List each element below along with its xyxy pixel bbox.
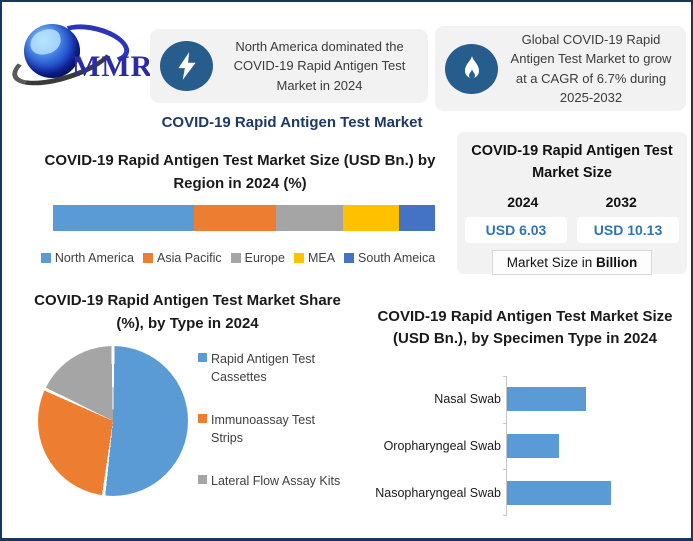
region-chart-title: COVID-19 Rapid Antigen Test Market Size …	[44, 152, 436, 193]
region-stacked-bar	[53, 205, 435, 231]
specimen-row-0: Nasal Swab	[342, 376, 672, 423]
region-segment-4	[398, 205, 435, 231]
legend-marker-icon	[344, 253, 355, 263]
note-prefix: Market Size in	[506, 254, 597, 270]
callout-north-america-text: North America dominated the COVID-19 Rap…	[233, 38, 406, 93]
region-segment-1	[194, 205, 277, 231]
note-bold: Billion	[596, 254, 638, 270]
specimen-track	[503, 422, 672, 470]
market-size-values: USD 6.03 USD 10.13	[465, 216, 679, 243]
region-legend-label: South Ameica	[358, 251, 436, 265]
market-size-years: 2024 2032	[474, 194, 671, 210]
market-size-panel: COVID-19 Rapid Antigen Test Market Size …	[457, 132, 687, 275]
legend-marker-icon	[230, 253, 241, 263]
flame-icon	[445, 43, 498, 94]
callout-cagr: Global COVID-19 Rapid Antigen Test Marke…	[435, 26, 686, 111]
region-segment-2	[276, 205, 344, 231]
logo-text: MMR	[72, 50, 154, 83]
region-legend: North America Asia Pacific Europe MEA South …	[32, 251, 444, 265]
callout-north-america: North America dominated the COVID-19 Rap…	[150, 29, 428, 103]
value-2024: USD 6.03	[465, 216, 567, 243]
pie-legend-item-2: Lateral Flow Assay Kits	[198, 472, 348, 490]
legend-marker-icon	[143, 253, 154, 263]
type-pie-legend: Rapid Antigen Test Cassettes Immunoassay …	[198, 350, 348, 490]
region-legend-item-4: South Ameica	[344, 251, 435, 265]
globe-icon	[24, 24, 80, 78]
legend-marker-icon	[198, 353, 207, 362]
specimen-label: Oropharyngeal Swab	[383, 439, 501, 453]
type-pie-wrap	[38, 346, 188, 498]
specimen-track	[503, 376, 672, 423]
legend-marker-icon	[198, 413, 207, 423]
region-segment-0	[53, 205, 195, 231]
specimen-bar	[507, 387, 586, 412]
specimen-label: Nasopharyngeal Swab	[375, 485, 501, 500]
region-legend-item-0: North America	[40, 251, 135, 265]
pie-legend-label: Lateral Flow Assay Kits	[211, 473, 341, 488]
pie-legend-item-1: Immunoassay Test Strips	[198, 411, 348, 447]
market-size-note: Market Size in Billion	[491, 249, 653, 275]
market-size-title: COVID-19 Rapid Antigen Test Market Size	[471, 143, 673, 181]
legend-marker-icon	[198, 474, 207, 484]
region-legend-label: Asia Pacific	[157, 251, 222, 265]
region-segment-3	[343, 205, 399, 231]
legend-marker-icon	[40, 253, 51, 263]
mmr-logo: MMR	[6, 17, 152, 96]
region-legend-label: North America	[54, 251, 135, 265]
specimen-bar	[507, 480, 611, 505]
region-legend-label: Europe	[244, 251, 285, 265]
pie-legend-label: Rapid Antigen Test Cassettes	[211, 352, 316, 385]
page-title: COVID-19 Rapid Antigen Test Market	[161, 114, 423, 131]
value-2032: USD 10.13	[577, 216, 679, 243]
lightning-icon	[160, 41, 213, 91]
specimen-chart-title: COVID-19 Rapid Antigen Test Market Size …	[377, 308, 673, 347]
region-legend-item-3: MEA	[293, 251, 336, 265]
year-start: 2024	[507, 193, 539, 210]
region-legend-label: MEA	[307, 251, 336, 265]
pie-legend-item-0: Rapid Antigen Test Cassettes	[198, 350, 348, 386]
type-pie-chart	[38, 346, 188, 496]
specimen-label: Nasal Swab	[434, 392, 501, 407]
region-legend-item-1: Asia Pacific	[143, 251, 222, 265]
legend-marker-icon	[293, 253, 304, 263]
year-end: 2032	[605, 193, 637, 210]
specimen-bar	[507, 434, 559, 458]
specimen-row-1: Oropharyngeal Swab	[342, 422, 672, 470]
type-chart-title: COVID-19 Rapid Antigen Test Market Share…	[34, 292, 341, 332]
specimen-bar-chart: Nasal Swab Oropharyngeal Swab Nasopharynge…	[342, 376, 672, 517]
region-legend-item-2: Europe	[230, 251, 285, 265]
specimen-row-2: Nasopharyngeal Swab	[342, 469, 672, 517]
specimen-track	[503, 469, 672, 517]
pie-legend-label: Immunoassay Test Strips	[211, 412, 315, 446]
callout-cagr-text: Global COVID-19 Rapid Antigen Test Marke…	[510, 31, 672, 106]
